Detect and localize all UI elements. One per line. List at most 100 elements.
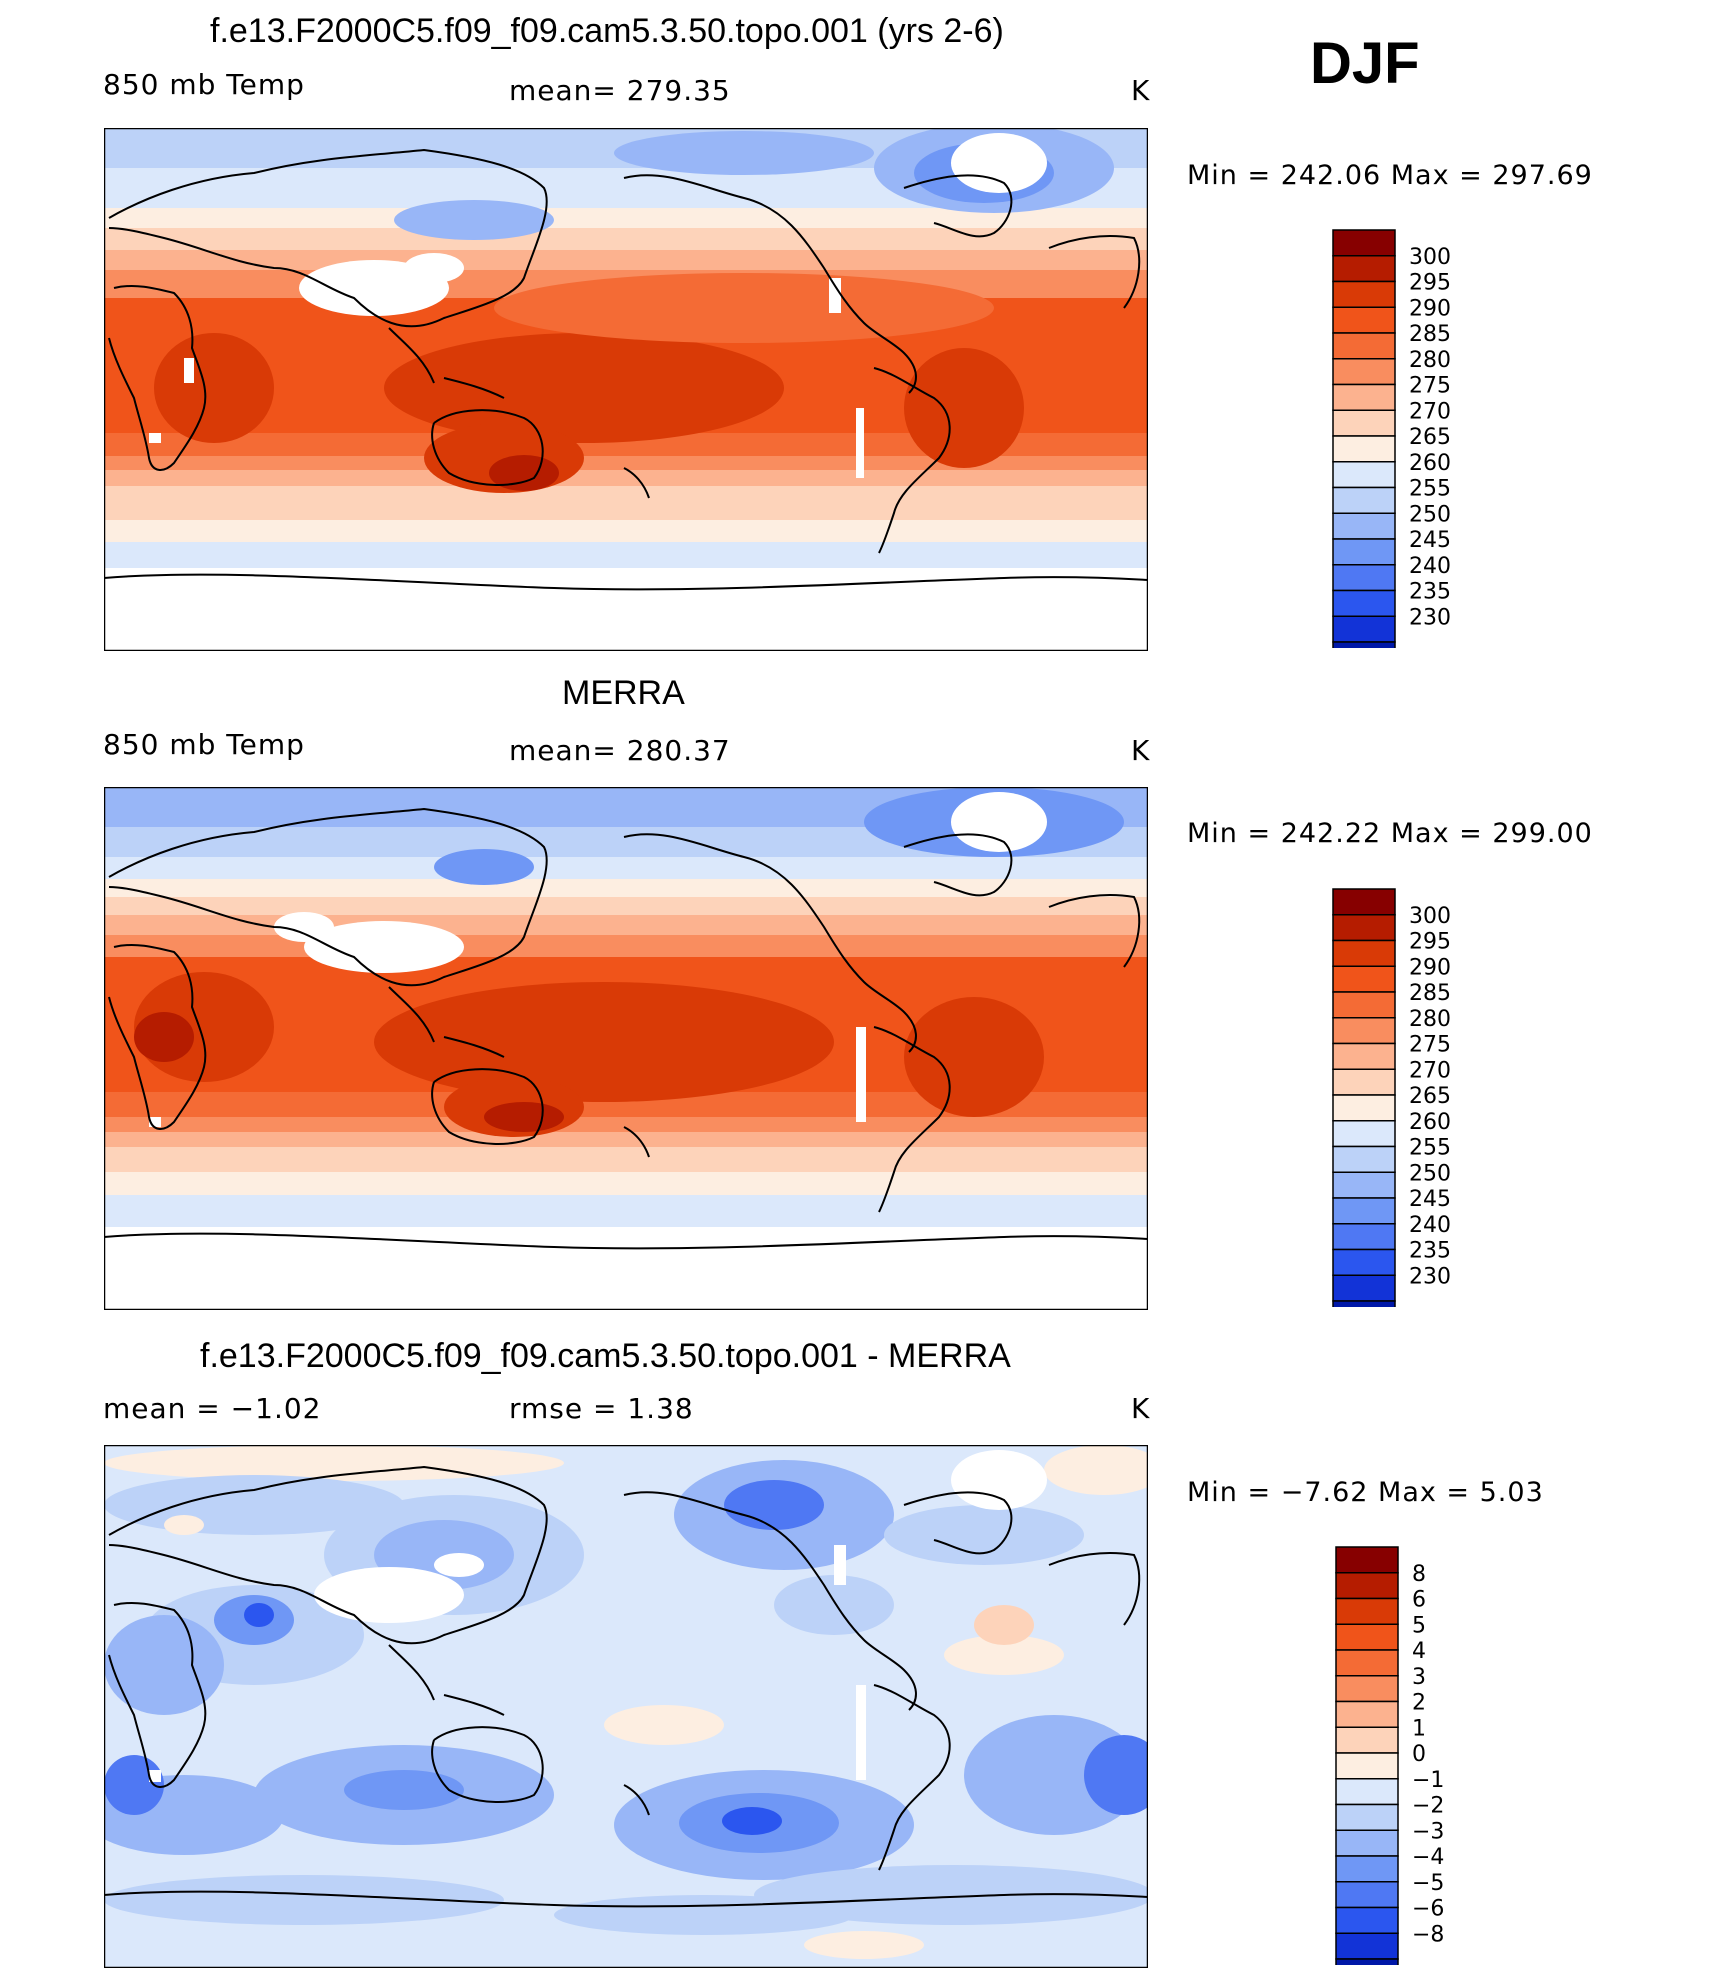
panel-2-variable-label: 850 mb Temp [103,728,305,761]
panel-1-colorbar-box [1332,280,1396,308]
panel-2-colorbar-box [1332,1223,1396,1251]
panel-2-colorbar-box [1332,1094,1396,1122]
panel-2-units-label: K [1131,734,1151,767]
panel-3-mean-label: mean = −1.02 [103,1392,322,1425]
panel-3-colorbar-label: −8 [1412,1922,1444,1947]
panel-2-colorbar-label: 280 [1409,1007,1451,1032]
panel-1-colorbar-label: 295 [1409,271,1451,296]
panel-2-mean-label: mean= 280.37 [509,734,731,767]
panel-2-colorbar-box [1332,1042,1396,1070]
panel-3-colorbar-box [1335,1778,1399,1806]
panel-2-colorbar-box [1332,1197,1396,1225]
panel-3-colorbar-box [1335,1675,1399,1703]
panel-3-colorbar-box [1335,1700,1399,1728]
panel-2-colorbar-label: 260 [1409,1110,1451,1135]
panel-3-colorbar-label: −6 [1412,1897,1444,1922]
panel-1-colorbar-label: 280 [1409,348,1451,373]
panel-2-colorbar-box [1332,939,1396,967]
panel-2-colorbar-label: 255 [1409,1136,1451,1161]
panel-1-colorbar-label: 270 [1409,399,1451,424]
panel-3-colorbar-box [1335,1829,1399,1857]
panel-2-colorbar-box [1332,1171,1396,1199]
panel-2-colorbar-label: 235 [1409,1239,1451,1264]
panel-2-colorbar-box [1332,991,1396,1019]
panel-3-colorbar-box [1335,1623,1399,1651]
panel-2-colorbar-label: 300 [1409,904,1451,929]
panel-1-colorbar-label: 235 [1409,580,1451,605]
panel-3-colorbar-label: −4 [1412,1845,1444,1870]
panel-2-colorbar-label: 230 [1409,1264,1451,1289]
panel-3-colorbar-box [1335,1726,1399,1754]
panel-1-colorbar-box [1332,512,1396,540]
panel-1-range-text: Min = 242.06 Max = 297.69 [1187,160,1593,191]
panel-3-map [104,1445,1148,1968]
panel-3-units-label: K [1131,1392,1151,1425]
panel-3-colorbar-label: 8 [1412,1562,1426,1587]
panel-2-colorbar-label: 285 [1409,981,1451,1006]
panel-2-colorbar-box [1332,1248,1396,1276]
panel-2-colorbar-label: 275 [1409,1033,1451,1058]
panel-1-units-label: K [1131,74,1151,107]
panel-3-colorbar-box [1335,1649,1399,1677]
panel-3-colorbar-box [1335,1752,1399,1780]
panel-1-colorbar-label: 275 [1409,374,1451,399]
panel-1-colorbar-box [1332,486,1396,514]
panel-3-colorbar-label: −1 [1412,1768,1444,1793]
panel-1-colorbar-label: 240 [1409,554,1451,579]
panel-2-colorbar-label: 265 [1409,1084,1451,1109]
panel-1-colorbar-label: 290 [1409,296,1451,321]
panel-2-map [104,787,1148,1310]
panel-3-colorbar-label: −3 [1412,1819,1444,1844]
panel-1-colorbar-box [1332,641,1396,648]
panel-1-colorbar-box [1332,589,1396,617]
panel-1-title: f.e13.F2000C5.f09_f09.cam5.3.50.topo.001… [210,12,1004,50]
panel-1-colorbar-label: 300 [1409,245,1451,270]
panel-1-colorbar-label: 230 [1409,605,1451,630]
panel-2-title: MERRA [562,674,685,712]
panel-2-colorbar-box [1332,1300,1396,1307]
panel-3-colorbar-label: 2 [1412,1691,1426,1716]
panel-3-colorbar-box [1335,1855,1399,1883]
panel-3-colorbar-label: 0 [1412,1742,1426,1767]
panel-2-colorbar-label: 245 [1409,1187,1451,1212]
panel-3-colorbar-label: 1 [1412,1716,1426,1741]
panel-3-colorbar-label: 5 [1412,1613,1426,1638]
panel-3-colorbar-box [1335,1546,1399,1574]
panel-1-colorbar-label: 285 [1409,322,1451,347]
panel-1-colorbar-label: 255 [1409,477,1451,502]
panel-1-variable-label: 850 mb Temp [103,68,305,101]
panel-3-range-text: Min = −7.62 Max = 5.03 [1187,1477,1544,1508]
panel-1-colorbar-box [1332,332,1396,360]
panel-1-colorbar-box [1332,306,1396,334]
panel-2-colorbar-box [1332,1274,1396,1302]
panel-3-colorbar-box [1335,1932,1399,1960]
panel-3-colorbar-label: 4 [1412,1639,1426,1664]
panel-2-colorbar-box [1332,1017,1396,1045]
panel-1-colorbar-box [1332,461,1396,489]
panel-3-colorbar-label: −2 [1412,1794,1444,1819]
panel-2-colorbar: 3002952902852802752702652602552502452402… [1332,888,1451,1307]
panel-1-colorbar-label: 260 [1409,451,1451,476]
panel-1-colorbar-box [1332,409,1396,437]
panel-3-colorbar-box [1335,1906,1399,1934]
panel-1-colorbar: 3002952902852802752702652602552502452402… [1332,229,1451,648]
panel-2-colorbar-box [1332,1145,1396,1173]
panel-1-colorbar-label: 265 [1409,425,1451,450]
panel-2-colorbar-box [1332,1068,1396,1096]
panel-1-colorbar-box [1332,435,1396,463]
panel-3-title: f.e13.F2000C5.f09_f09.cam5.3.50.topo.001… [200,1337,1011,1375]
panel-3-rmse-label: rmse = 1.38 [509,1392,694,1425]
panel-2-colorbar-label: 270 [1409,1058,1451,1083]
panel-1-colorbar-label: 245 [1409,528,1451,553]
panel-3-colorbar-box [1335,1958,1399,1965]
panel-2-colorbar-box [1332,914,1396,942]
panel-1-mean-label: mean= 279.35 [509,74,731,107]
panel-1-colorbar-box [1332,255,1396,283]
panel-3-colorbar-label: 6 [1412,1588,1426,1613]
panel-3-colorbar-label: −5 [1412,1871,1444,1896]
panel-2-colorbar-label: 240 [1409,1213,1451,1238]
panel-1-colorbar-box [1332,564,1396,592]
season-label: DJF [1310,31,1420,96]
panel-1-colorbar-box [1332,615,1396,643]
panel-2-colorbar-box [1332,965,1396,993]
